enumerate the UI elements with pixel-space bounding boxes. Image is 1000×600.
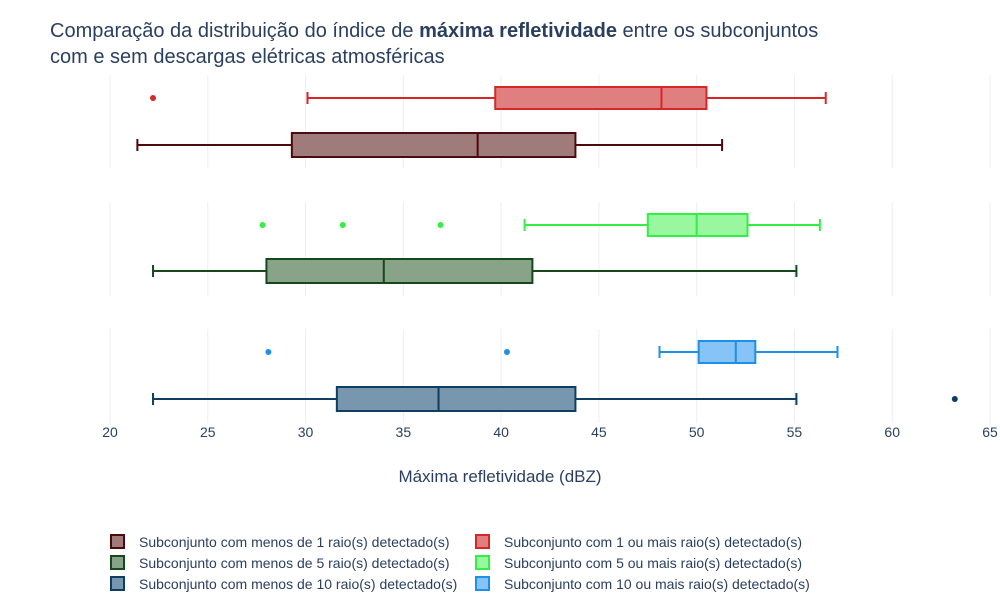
outlier-point: [437, 222, 444, 228]
legend-label: Subconjunto com 5 ou mais raio(s) detect…: [504, 554, 803, 571]
legend-swatch: [475, 555, 490, 570]
legend-label: Subconjunto com menos de 1 raio(s) detec…: [139, 533, 450, 550]
x-tick-label: 30: [298, 424, 314, 440]
legend-item[interactable]: Subconjunto com menos de 10 raio(s) dete…: [110, 574, 475, 593]
chart-title: Comparação da distribuição do índice de …: [50, 18, 818, 70]
legend-item[interactable]: Subconjunto com 10 ou mais raio(s) detec…: [475, 574, 815, 593]
outlier-point: [150, 95, 157, 101]
legend-swatch: [475, 534, 490, 549]
legend-item[interactable]: Subconjunto com 1 ou mais raio(s) detect…: [475, 532, 815, 551]
x-tick-label: 40: [493, 424, 509, 440]
x-tick-label: 65: [982, 424, 998, 440]
legend-item[interactable]: Subconjunto com menos de 1 raio(s) detec…: [110, 532, 475, 551]
legend-item[interactable]: Subconjunto com 5 ou mais raio(s) detect…: [475, 553, 815, 572]
legend-swatch: [110, 555, 125, 570]
x-tick-label: 25: [200, 424, 216, 440]
title-prefix: Comparação da distribuição do índice de: [50, 20, 420, 42]
title-bold: máxima refletividade: [419, 20, 617, 42]
legend-swatch: [475, 576, 490, 591]
x-tick-label: 60: [884, 424, 900, 440]
legend-label: Subconjunto com 1 ou mais raio(s) detect…: [504, 533, 803, 550]
x-tick-label: 20: [102, 424, 118, 440]
legend-label: Subconjunto com 10 ou mais raio(s) detec…: [504, 575, 810, 592]
x-tick-label: 55: [787, 424, 803, 440]
outlier-point: [951, 396, 958, 402]
box: [290, 132, 577, 158]
x-axis-label: Máxima refletividade (dBZ): [398, 467, 602, 486]
x-tick-label: 35: [396, 424, 412, 440]
legend-label: Subconjunto com menos de 10 raio(s) dete…: [139, 575, 458, 592]
x-tick-label: 50: [689, 424, 705, 440]
box: [335, 386, 577, 412]
x-tick-label: 45: [591, 424, 607, 440]
title-line2: com e sem descargas elétricas atmosféric…: [50, 46, 445, 68]
outlier-point: [503, 349, 510, 355]
legend: Subconjunto com menos de 1 raio(s) detec…: [110, 532, 815, 593]
legend-swatch: [110, 534, 125, 549]
legend-label: Subconjunto com menos de 5 raio(s) detec…: [139, 554, 450, 571]
outlier-point: [339, 222, 346, 228]
box: [265, 258, 534, 284]
box: [697, 340, 757, 364]
legend-item[interactable]: Subconjunto com menos de 5 raio(s) detec…: [110, 553, 475, 572]
outlier-point: [259, 222, 266, 228]
title-suffix: entre os subconjuntos: [617, 20, 819, 42]
box: [494, 86, 708, 110]
outlier-point: [265, 349, 272, 355]
legend-swatch: [110, 576, 125, 591]
